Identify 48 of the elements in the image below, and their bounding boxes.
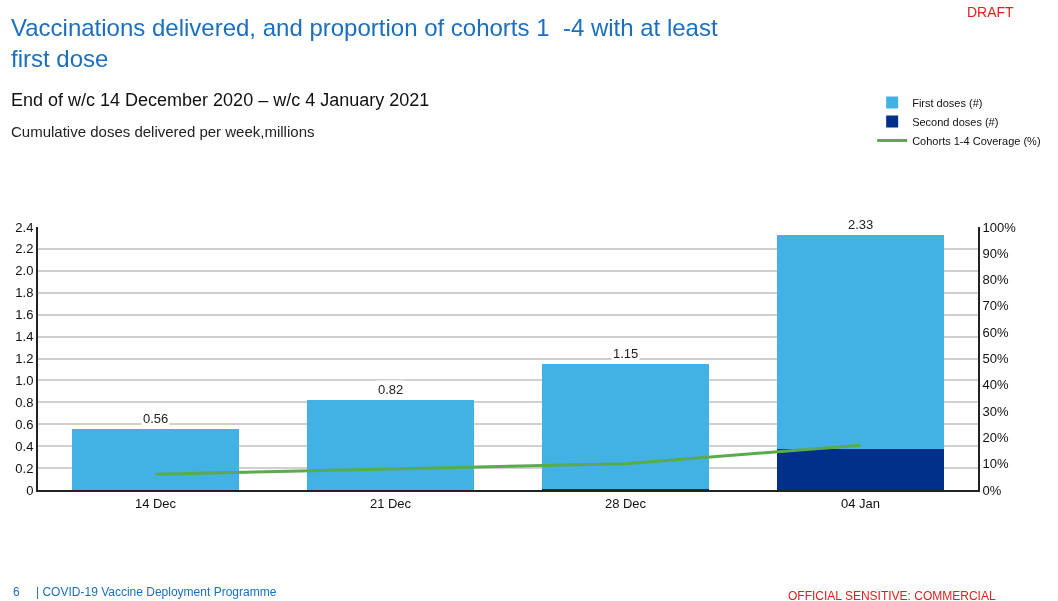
y-tick-label: 0.2 <box>15 460 34 476</box>
legend-label: First doses (#) <box>912 96 983 109</box>
y2-tick-label: 80% <box>982 272 1010 288</box>
total-label: 0.82 <box>378 382 404 397</box>
bar <box>307 400 474 490</box>
y-tick-label: 0.4 <box>15 438 34 454</box>
y2-tick-label: 50% <box>982 351 1010 367</box>
y2-tick-label: 20% <box>982 429 1010 445</box>
x-tick-label: 04 Jan <box>840 495 881 511</box>
y2-tick-label: 40% <box>982 377 1010 393</box>
y-tick-label: 1.2 <box>15 351 34 367</box>
x-tick-label: 28 Dec <box>604 495 647 511</box>
total-label: 0.56 <box>143 411 169 426</box>
bar <box>72 428 239 490</box>
bar <box>777 449 944 490</box>
x-tick-label: 21 Dec <box>369 495 412 511</box>
x-tick-label: 14 Dec <box>134 495 177 511</box>
y-tick-label: 2.4 <box>15 219 34 235</box>
y-tick-label: 2.0 <box>15 263 34 279</box>
legend-label: Cohorts 1-4 Coverage (%) <box>912 134 1041 147</box>
y-tick-label: 1.4 <box>15 329 34 345</box>
text: DRAFT <box>967 4 1015 20</box>
y2-tick-label: 0% <box>982 482 1002 498</box>
total-label: 2.33 <box>848 217 874 232</box>
y2-tick-label: 60% <box>982 324 1010 340</box>
bar <box>777 234 944 450</box>
total-label: 1.15 <box>613 346 639 361</box>
y-tick-label: 2.2 <box>15 241 34 257</box>
y-tick-label: 0.6 <box>15 416 34 432</box>
y2-tick-label: 70% <box>982 298 1010 314</box>
legend-label: Second doses (#) <box>912 115 999 128</box>
y2-tick-label: 30% <box>982 403 1010 419</box>
y2-tick-label: 100% <box>982 219 1017 235</box>
text: OFFICIAL SENSITIVE: COMMERCIAL <box>788 589 996 601</box>
y-tick-label: 0 <box>26 482 34 498</box>
y-tick-label: 1.8 <box>15 285 34 301</box>
y-tick-label: 1.6 <box>15 307 34 323</box>
bar <box>542 363 709 489</box>
text: | COVID-19 Vaccine Deployment Programme <box>36 585 277 599</box>
chart-subtitle: End of w/c 14 December 2020 – w/c 4 January 2021 <box>11 90 430 110</box>
y2-tick-label: 90% <box>982 245 1010 261</box>
line-series <box>154 443 862 476</box>
y-tick-label: 1.0 <box>15 372 34 388</box>
y-tick-label: 0.8 <box>15 394 34 410</box>
text: 6 <box>13 585 20 599</box>
y2-tick-label: 10% <box>982 456 1010 472</box>
chart-title: Vaccinations delivered, and proportion of cohorts 1 -4 with at least first dose <box>11 14 718 73</box>
text: Cumulative doses delivered per week,millions <box>11 123 315 140</box>
